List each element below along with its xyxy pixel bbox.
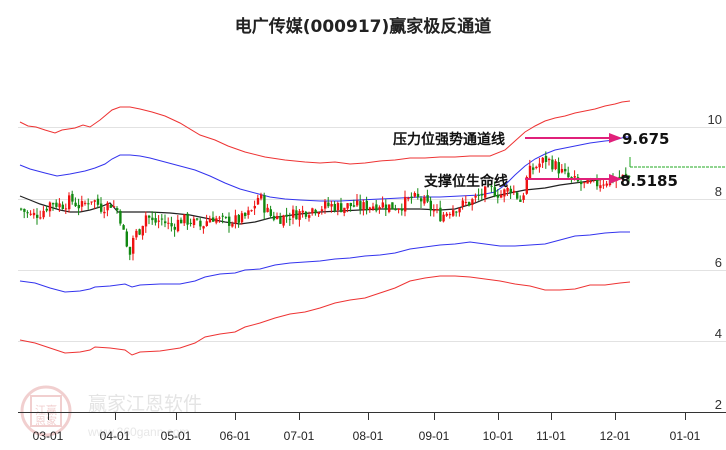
x-tick-label: 09-01 — [419, 429, 450, 443]
inner-upper-band — [19, 136, 630, 202]
support-annotation: 支撑位生命线 8.5185 — [423, 172, 678, 190]
x-tick-label: 04-01 — [100, 429, 131, 443]
watermark: 江赢 恩家 赢家江恩软件 www.360gann.com — [20, 385, 202, 439]
resistance-value: 9.675 — [622, 130, 669, 148]
arrow-right-icon — [609, 133, 622, 143]
svg-text:赢家江恩软件: 赢家江恩软件 — [88, 393, 202, 415]
chart-title: 电广传媒(000917)赢家极反通道 — [234, 17, 492, 37]
resistance-annotation: 压力位强势通道线 9.675 — [393, 130, 669, 148]
support-label: 支撑位生命线 — [423, 173, 508, 190]
support-value: 8.5185 — [620, 172, 678, 190]
x-tick-label: 03-01 — [33, 429, 64, 443]
x-tick-label: 06-01 — [220, 429, 251, 443]
svg-text:6: 6 — [715, 255, 722, 270]
svg-text:4: 4 — [715, 326, 722, 341]
arrow-right-icon — [609, 174, 622, 184]
gridlines — [18, 127, 726, 342]
x-tick-label: 07-01 — [284, 429, 315, 443]
resistance-label: 压力位强势通道线 — [393, 131, 505, 148]
svg-text:2: 2 — [715, 397, 722, 412]
x-tick-label: 10-01 — [483, 429, 514, 443]
life-line — [19, 176, 631, 225]
x-tick-label: 12-01 — [600, 429, 631, 443]
candlestick-series — [20, 151, 631, 261]
outer-resistance-band — [19, 100, 631, 165]
y-axis-labels: 10 8 6 4 2 — [708, 112, 722, 412]
x-tick-label: 11-01 — [536, 429, 566, 443]
svg-text:恩家: 恩家 — [35, 414, 57, 428]
outer-support-band — [19, 275, 631, 356]
svg-text:www.360gann.com: www.360gann.com — [87, 425, 189, 439]
svg-text:10: 10 — [708, 112, 722, 127]
svg-text:江赢: 江赢 — [35, 403, 57, 417]
x-tick-label: 08-01 — [353, 429, 384, 443]
x-tick-label: 05-01 — [161, 429, 192, 443]
x-axis: 03-01 04-01 05-01 06-01 07-01 08-01 09-01 10-01… — [18, 412, 726, 443]
inner-lower-band — [19, 231, 630, 293]
x-tick-label: 01-01 — [670, 429, 701, 443]
svg-text:8: 8 — [715, 184, 722, 199]
